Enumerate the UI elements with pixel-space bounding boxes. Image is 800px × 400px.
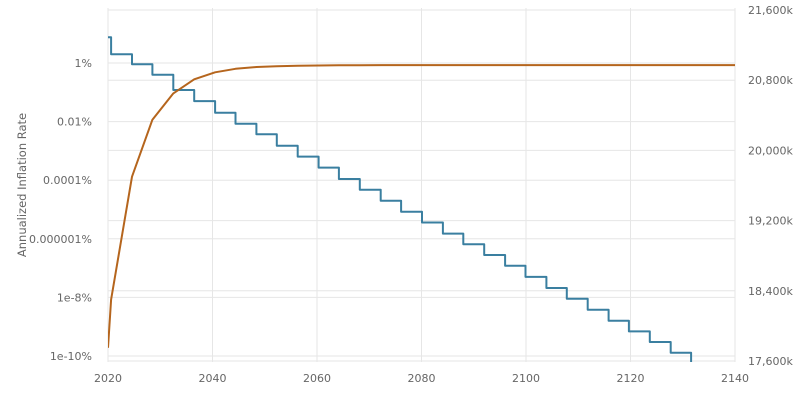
x-tick-label: 2140 xyxy=(721,372,749,385)
left-tick-label: 0.0001% xyxy=(43,174,92,187)
right-tick-label: 21,600k xyxy=(748,4,793,17)
left-axis-ticks: 1e-10% 1e-8% 0.000001% 0.0001% 0.01% 1% xyxy=(29,57,92,363)
x-tick-label: 2020 xyxy=(94,372,122,385)
right-tick-label: 18,400k xyxy=(748,285,793,298)
x-tick-label: 2040 xyxy=(199,372,227,385)
x-tick-label: 2080 xyxy=(408,372,436,385)
grid-lines xyxy=(107,8,736,362)
left-tick-label: 1e-8% xyxy=(57,291,92,304)
right-tick-label: 20,800k xyxy=(748,74,793,87)
left-tick-label: 1% xyxy=(75,57,92,70)
x-tick-label: 2100 xyxy=(512,372,540,385)
series-line-inflation xyxy=(108,36,693,362)
left-tick-label: 0.000001% xyxy=(29,233,92,246)
x-tick-label: 2060 xyxy=(303,372,331,385)
right-tick-label: 19,200k xyxy=(748,215,793,228)
right-tick-label: 17,600k xyxy=(748,355,793,368)
series-layer xyxy=(108,36,735,362)
right-axis-ticks: 17,600k 18,400k 19,200k 20,000k 20,800k 21,60… xyxy=(748,4,793,368)
x-axis-ticks: 2020 2040 2060 2080 2100 2120 2140 xyxy=(94,372,749,385)
right-tick-label: 20,000k xyxy=(748,144,793,157)
y-axis-label-left: Annualized Inflation Rate xyxy=(15,113,29,257)
series-line-supply xyxy=(108,64,735,348)
left-tick-label: 0.01% xyxy=(57,116,92,129)
x-tick-label: 2120 xyxy=(617,372,645,385)
left-tick-label: 1e-10% xyxy=(50,350,92,363)
